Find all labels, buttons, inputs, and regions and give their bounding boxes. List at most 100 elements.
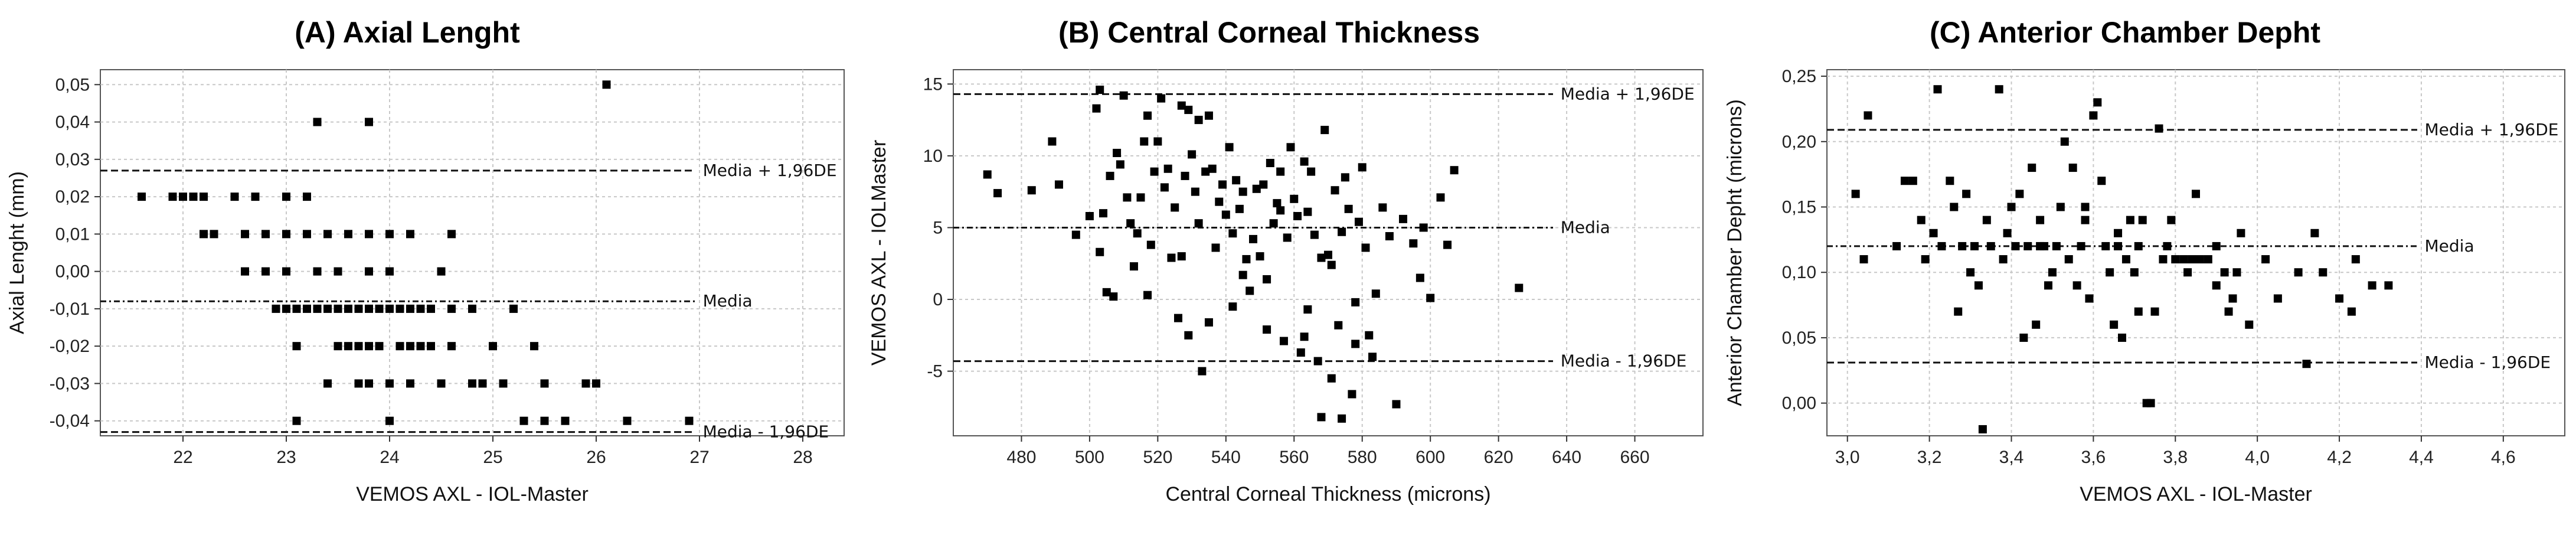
scatter-point <box>1221 210 1230 219</box>
scatter-point <box>1290 194 1299 203</box>
x-tick-label: 4,0 <box>2245 448 2270 467</box>
scatter-point <box>478 379 487 388</box>
scatter-point <box>447 342 456 351</box>
x-tick-label: 580 <box>1348 448 1377 467</box>
scatter-point <box>2068 164 2077 172</box>
scatter-point <box>1999 255 2008 264</box>
scatter-point <box>1146 240 1155 249</box>
scatter-point <box>1995 85 2003 94</box>
scatter-point <box>2052 242 2061 250</box>
scatter-point <box>344 304 352 313</box>
x-axis-label: VEMOS AXL - IOL-Master <box>2080 483 2312 505</box>
scatter-point <box>447 230 456 239</box>
y-axis-label: Axial Lenght (mm) <box>6 171 28 334</box>
y-tick-label: 5 <box>933 218 943 237</box>
y-tick-label: -0,03 <box>50 374 90 393</box>
scatter-point <box>2130 268 2139 277</box>
chart-title: (B) Central Corneal Thickness <box>1058 16 1480 49</box>
scatter-point <box>1917 216 1926 224</box>
scatter-point <box>2097 177 2106 185</box>
scatter-point <box>1228 302 1237 311</box>
scatter-point <box>1368 353 1377 361</box>
scatter-point <box>2003 229 2012 237</box>
scatter-point <box>365 304 373 313</box>
scatter-point <box>1092 104 1101 113</box>
scatter-point <box>1177 252 1186 261</box>
scatter-point <box>2056 203 2065 211</box>
scatter-point <box>2011 242 2020 250</box>
scatter-point <box>2171 255 2180 264</box>
scatter-point <box>2155 124 2163 133</box>
scatter-point <box>2302 360 2311 368</box>
scatter-point <box>1174 314 1182 322</box>
scatter-point <box>1235 204 1244 213</box>
x-tick-label: 4,6 <box>2491 448 2516 467</box>
scatter-point <box>334 267 342 276</box>
scatter-point <box>365 342 373 351</box>
scatter-point <box>437 379 446 388</box>
scatter-point <box>272 304 280 313</box>
y-axis-label: VEMOS AXL - IOLMaster <box>868 140 890 366</box>
x-tick-label: 22 <box>173 448 192 467</box>
scatter-point <box>2048 268 2057 277</box>
scatter-point <box>2019 333 2028 342</box>
scatter-point <box>1071 230 1080 239</box>
x-tick-label: 480 <box>1006 448 1036 467</box>
scatter-point <box>1245 286 1254 295</box>
x-tick-label: 28 <box>793 448 812 467</box>
scatter-point <box>437 267 446 276</box>
scatter-point <box>1102 288 1111 296</box>
scatter-point <box>416 342 425 351</box>
scatter-point <box>1515 283 1524 292</box>
chart-panel-b: 480 500 520 540 560 580 600 620 640 660 -5 0 5 10 15 Me… <box>862 0 1712 535</box>
scatter-point <box>1933 85 1942 94</box>
scatter-point <box>179 193 187 201</box>
scatter-point <box>1238 187 1247 196</box>
scatter-point <box>1859 255 1868 264</box>
x-tick-label: 4,2 <box>2327 448 2352 467</box>
scatter-point <box>2101 242 2110 250</box>
y-tick-label: 0,05 <box>1782 328 1816 348</box>
y-tick-label: 0,25 <box>1782 67 1816 86</box>
reference-line-label: Media + 1,96DE <box>703 161 837 180</box>
scatter-point <box>2163 242 2172 250</box>
scatter-point <box>168 193 177 201</box>
scatter-point <box>540 416 549 425</box>
scatter-point <box>344 342 352 351</box>
scatter-point <box>1204 111 1213 120</box>
scatter-point <box>2032 320 2041 329</box>
scatter-point <box>2384 281 2393 290</box>
scatter-point <box>1085 212 1094 220</box>
scatter-point <box>2114 229 2123 237</box>
scatter-point <box>1958 242 1967 250</box>
scatter-point <box>1171 203 1179 212</box>
scatter-point <box>1129 262 1138 271</box>
y-tick-label: 0,00 <box>1782 394 1816 413</box>
scatter-point <box>1249 234 1257 243</box>
scatter-point <box>1286 143 1295 152</box>
y-tick-label: -0,02 <box>50 337 90 356</box>
scatter-point <box>1218 180 1227 189</box>
scatter-point <box>2023 242 2032 250</box>
y-tick-label: 0,02 <box>55 187 90 207</box>
scatter-point <box>2224 307 2233 316</box>
scatter-point <box>1986 242 1995 250</box>
scatter-point <box>1313 357 1322 366</box>
scatter-point <box>2146 399 2155 407</box>
scatter-point <box>365 379 373 388</box>
scatter-point <box>1116 160 1124 169</box>
scatter-point <box>1954 307 1963 316</box>
scatter-point <box>1426 293 1435 302</box>
x-tick-label: 640 <box>1552 448 1581 467</box>
scatter-point <box>1276 167 1285 176</box>
y-tick-label: 0,15 <box>1782 198 1816 217</box>
scatter-point <box>282 304 290 313</box>
scatter-point <box>1027 186 1036 195</box>
chart-panel-a: 22 23 24 25 26 27 28 -0,04 -0,03 -0,02 -0,01 0,00 0,… <box>0 0 856 535</box>
scatter-point <box>2015 190 2024 198</box>
scatter-point <box>1982 216 1991 224</box>
x-tick-label: 540 <box>1211 448 1241 467</box>
scatter-point <box>1341 173 1349 182</box>
scatter-point <box>1399 214 1407 223</box>
scatter-point <box>292 304 301 313</box>
